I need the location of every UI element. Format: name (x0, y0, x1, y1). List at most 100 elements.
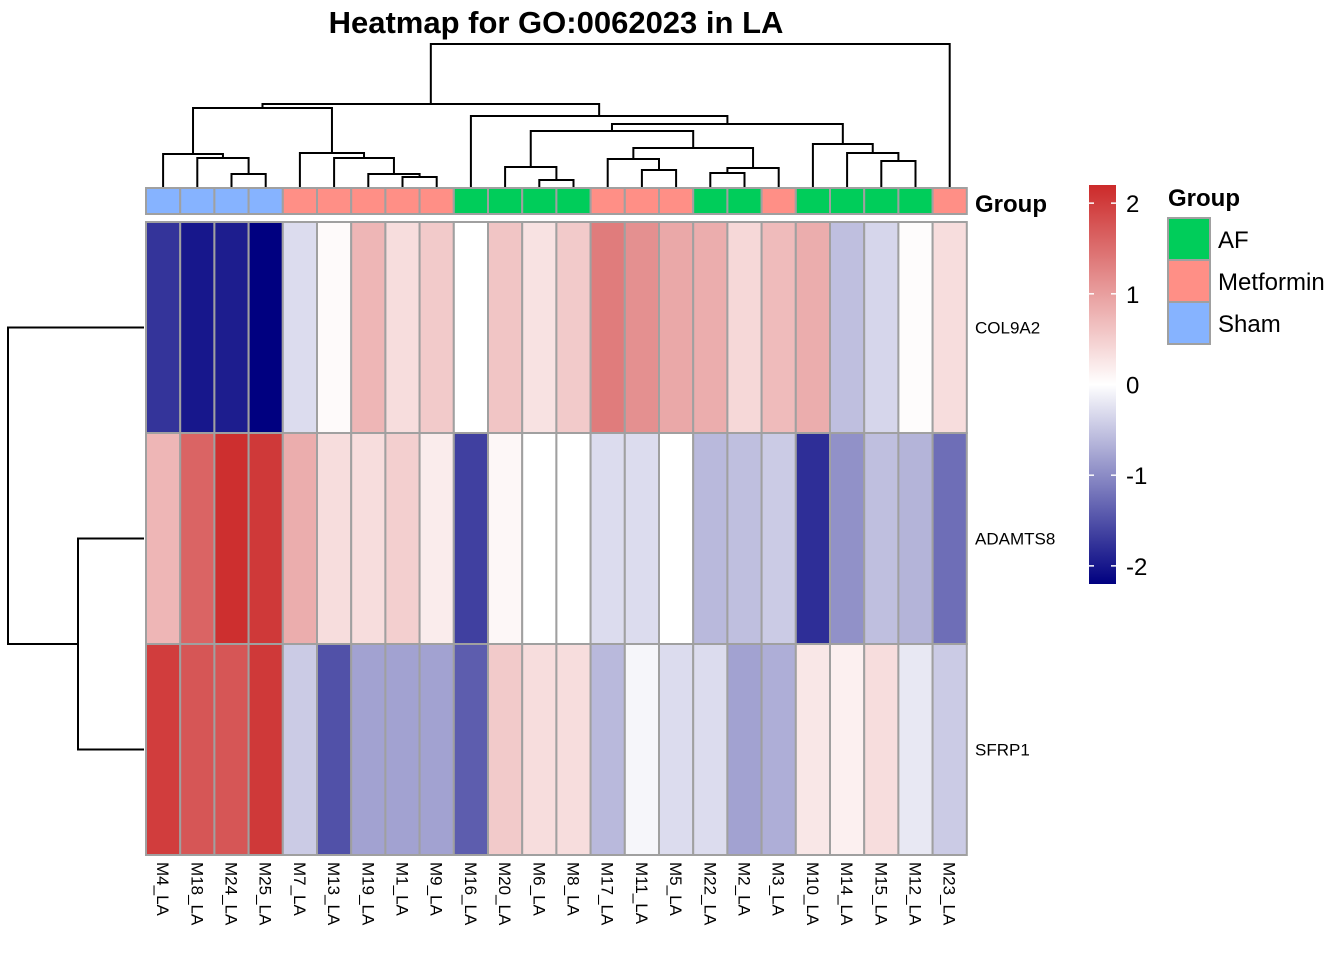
column-dendrogram-branch-21 (469, 115, 729, 188)
legend-swatch-af (1167, 217, 1211, 261)
column-label-m25-la: M25_LA (256, 862, 275, 926)
color-scale-label-1: 1 (1126, 282, 1139, 309)
heatmap-cell-adamts8-m4-la (145, 432, 182, 645)
heatmap-cell-col9a2-m12-la (897, 221, 934, 434)
column-label-m5-la: M5_LA (666, 862, 685, 917)
column-dendrogram-branch-9 (538, 179, 575, 188)
heatmap-cell-adamts8-m10-la (794, 432, 831, 645)
heatmap-cell-adamts8-m3-la (760, 432, 797, 645)
heatmap-cell-sfrp1-m8-la (555, 643, 592, 856)
column-labels: M4_LA M18_LA M24_LA M25_LA M7_LA M13_LA M19_LA… (153, 862, 959, 926)
column-label-m16-la: M16_LA (461, 862, 480, 926)
heatmap-cell-sfrp1-m19-la (350, 643, 387, 856)
heatmap-cell-sfrp1-m14-la (829, 643, 866, 856)
heatmap-cell-adamts8-m19-la (350, 432, 387, 645)
row-label-sfrp1: SFRP1 (975, 741, 1030, 760)
heatmap-cell-sfrp1-m9-la (418, 643, 455, 856)
annotation-cell-m6-la (521, 187, 558, 215)
heatmap-cell-col9a2-m5-la (658, 221, 695, 434)
heatmap-cell-col9a2-m19-la (350, 221, 387, 434)
heatmap-cell-col9a2-m14-la (829, 221, 866, 434)
heatmap-cell-adamts8-m6-la (521, 432, 558, 645)
annotation-cell-m20-la (487, 187, 524, 215)
column-label-m23-la: M23_LA (940, 862, 959, 926)
column-label-m20-la: M20_LA (495, 862, 514, 926)
heatmap-cell-adamts8-m17-la (589, 432, 626, 645)
column-label-m4-la: M4_LA (153, 862, 172, 917)
column-label-m12-la: M12_LA (906, 862, 925, 926)
color-scale-label-2: 2 (1126, 191, 1139, 218)
heatmap-cell-sfrp1-m15-la (863, 643, 900, 856)
legend-label-sham: Sham (1218, 311, 1281, 338)
annotation-cell-m3-la (760, 187, 797, 215)
heatmap-cell-adamts8-m9-la (418, 432, 455, 645)
heatmap-cell-sfrp1-m3-la (760, 643, 797, 856)
annotation-cell-m7-la (281, 187, 318, 215)
heatmap-cell-sfrp1-m20-la (487, 643, 524, 856)
heatmap-cell-col9a2-m6-la (521, 221, 558, 434)
column-label-m14-la: M14_LA (837, 862, 856, 926)
annotation-cell-m14-la (829, 187, 866, 215)
annotation-cell-m16-la (452, 187, 489, 215)
column-label-m22-la: M22_LA (700, 862, 719, 926)
heatmap-cell-sfrp1-m6-la (521, 643, 558, 856)
heatmap-cell-adamts8-m14-la (829, 432, 866, 645)
heatmap-cell-col9a2-m7-la (281, 221, 318, 434)
heatmap-cell-adamts8-m1-la (384, 432, 421, 645)
heatmap-cell-adamts8-m13-la (316, 432, 353, 645)
column-dendrogram-branch-10 (504, 166, 558, 188)
heatmap-cell-sfrp1-m25-la (247, 643, 284, 856)
column-label-m1-la: M1_LA (393, 862, 412, 917)
row-dendrogram-branch-1 (77, 537, 144, 751)
column-label-m17-la: M17_LA (598, 862, 617, 926)
heatmap-cell-sfrp1-m22-la (692, 643, 729, 856)
heatmap-cell-sfrp1-m18-la (179, 643, 216, 856)
heatmap-cell-col9a2-m11-la (623, 221, 660, 434)
column-label-m13-la: M13_LA (324, 862, 343, 926)
legend-swatch-metformin (1167, 259, 1211, 303)
heatmap-cell-sfrp1-m5-la (658, 643, 695, 856)
heatmap-cell-col9a2-m17-la (589, 221, 626, 434)
legend-label-metformin: Metformin (1218, 269, 1325, 296)
annotation-label: Group (975, 191, 1047, 218)
heatmap-cell-col9a2-m23-la (931, 221, 968, 434)
color-scale-label-0: 0 (1126, 373, 1139, 400)
heatmap-cell-adamts8-m5-la (658, 432, 695, 645)
column-label-m8-la: M8_LA (564, 862, 583, 917)
column-dendrogram-branch-17 (880, 160, 917, 188)
heatmap-cell-sfrp1-m1-la (384, 643, 421, 856)
heatmap-cell-sfrp1-m4-la (145, 643, 182, 856)
annotation-cell-m5-la (658, 187, 695, 215)
column-label-m18-la: M18_LA (187, 862, 206, 926)
heatmap-cell-sfrp1-m12-la (897, 643, 934, 856)
column-dendrogram-branch-18 (846, 152, 900, 188)
heatmap-cell-col9a2-m18-la (179, 221, 216, 434)
column-dendrogram-branch-19 (811, 143, 874, 188)
annotation-cell-m17-la (589, 187, 626, 215)
heatmap-cell-adamts8-m20-la (487, 432, 524, 645)
annotation-cell-m11-la (623, 187, 660, 215)
heatmap-cell-sfrp1-m7-la (281, 643, 318, 856)
heatmap-cell-col9a2-m24-la (213, 221, 250, 434)
annotation-cell-m2-la (726, 187, 763, 215)
legend-label-af: AF (1218, 227, 1249, 254)
heatmap-cell-col9a2-m22-la (692, 221, 729, 434)
heatmap-cell-adamts8-m15-la (863, 432, 900, 645)
column-label-m3-la: M3_LA (769, 862, 788, 917)
row-dendrogram (7, 326, 144, 751)
heatmap-cell-sfrp1-m23-la (931, 643, 968, 856)
heatmap-cell-col9a2-m8-la (555, 221, 592, 434)
column-dendrogram-branch-12 (606, 158, 660, 188)
heatmap-cell-sfrp1-m11-la (623, 643, 660, 856)
heatmap-cell-adamts8-m22-la (692, 432, 729, 645)
annotation-cell-m10-la (794, 187, 831, 215)
column-label-m2-la: M2_LA (735, 862, 754, 917)
heatmap-cell-col9a2-m1-la (384, 221, 421, 434)
heatmap-cell-adamts8-m25-la (247, 432, 284, 645)
heatmap-cell-adamts8-m2-la (726, 432, 763, 645)
column-dendrogram-branch-14 (726, 167, 780, 188)
group-legend-title: Group (1168, 185, 1240, 212)
heatmap-cell-sfrp1-m24-la (213, 643, 250, 856)
heatmap-cell-adamts8-m16-la (452, 432, 489, 645)
